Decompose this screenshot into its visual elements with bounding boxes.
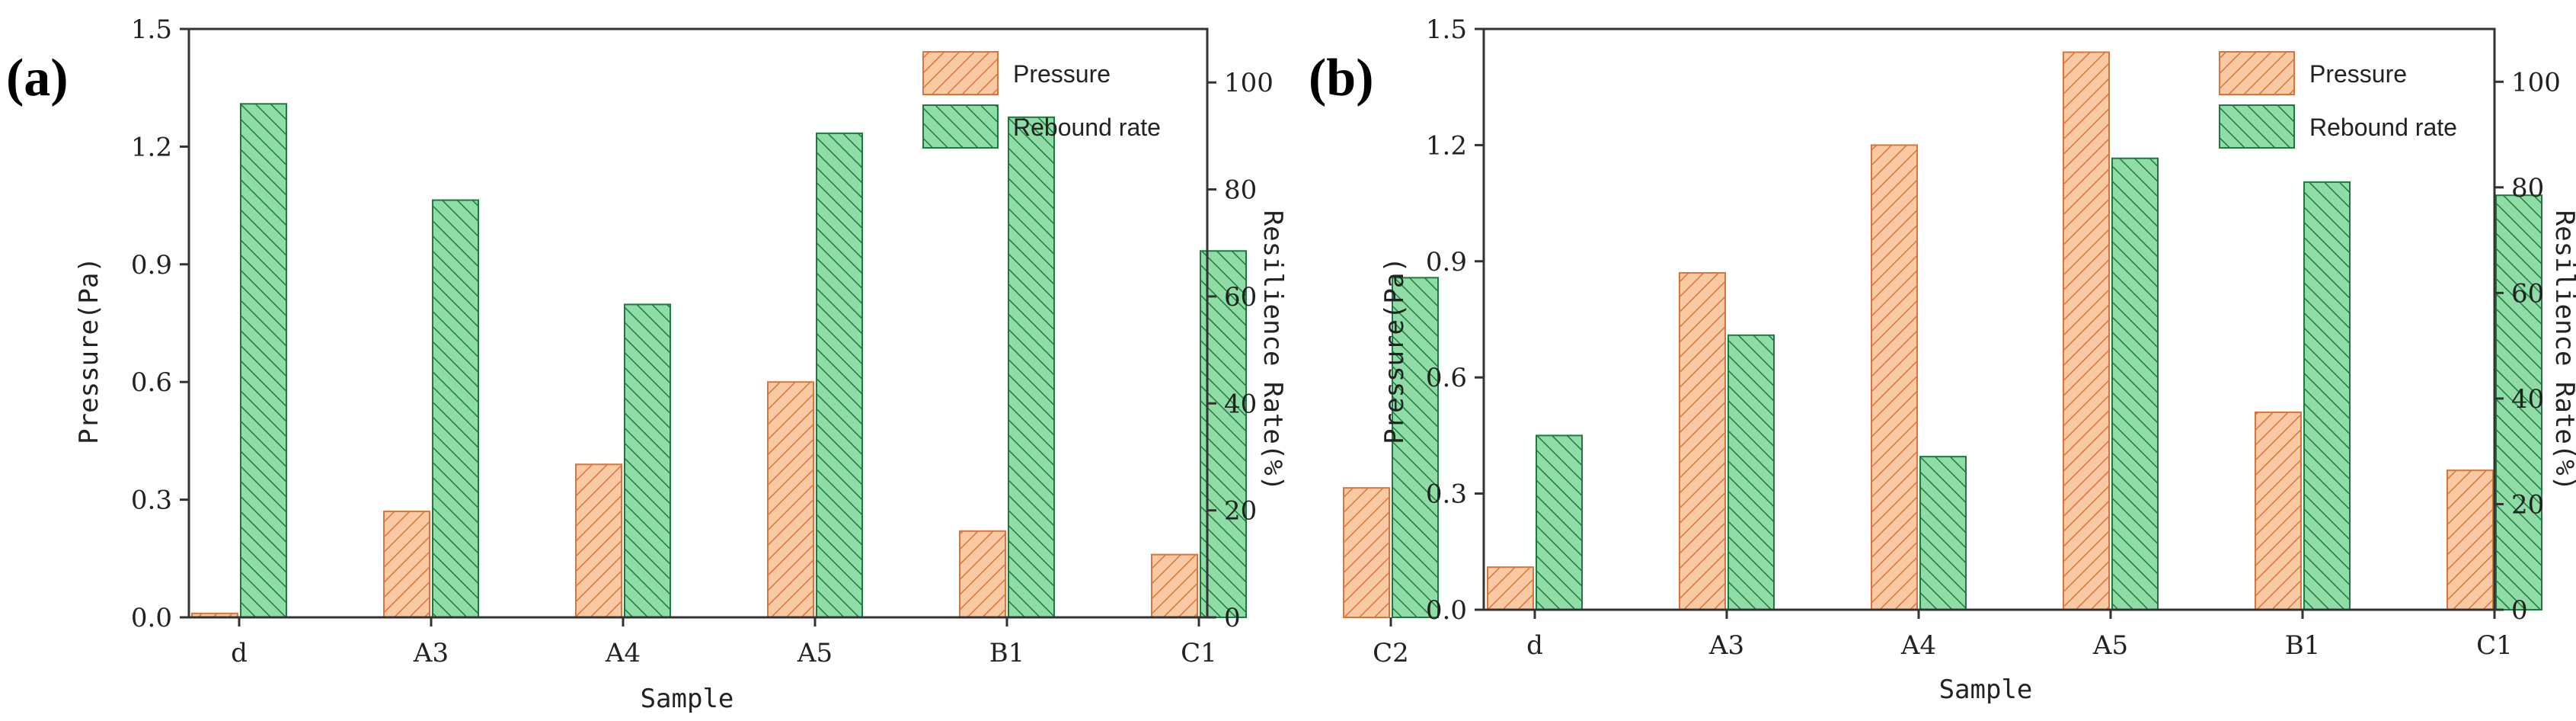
y2-axis-label-a: Resilience Rate(%) (1258, 210, 1288, 491)
y-tick-label: 0.9 (131, 250, 172, 280)
x-tick-label-d: d (1526, 630, 1543, 661)
bar-pressure-B1 (2255, 411, 2302, 610)
y-tick-label: 0.0 (1426, 595, 1467, 626)
x-tick-label-C1: C1 (1181, 638, 1217, 668)
x-tick-label-C2: C2 (1373, 638, 1409, 668)
y2-tick-label: 40 (1224, 389, 1257, 419)
panel-label-a: (a) (6, 49, 69, 107)
y-tick-label: 0.3 (1426, 479, 1467, 510)
x-tick-label-A4: A4 (1900, 630, 1936, 661)
y2-tick-label: 20 (2511, 489, 2544, 520)
legend-swatch-rebound-a (922, 104, 999, 149)
y2-tick-label: 80 (1224, 175, 1257, 206)
bar-pressure-B1 (959, 530, 1006, 618)
bar-rebound-A4 (624, 303, 671, 618)
y-tick-label: 1.5 (131, 14, 172, 45)
bar-rebound-A5 (816, 132, 863, 618)
x-tick-label-A3: A3 (413, 638, 449, 668)
bar-rebound-A3 (1727, 334, 1775, 610)
bar-rebound-C1 (2495, 194, 2542, 610)
legend-swatch-pressure-b (2219, 51, 2295, 95)
y-tick-label: 0.6 (131, 367, 172, 398)
bar-rebound-B1 (2303, 181, 2351, 610)
y-tick-label: 1.5 (1426, 14, 1467, 45)
legend-label-pressure-a: Pressure (1013, 60, 1111, 88)
bar-pressure-d (1487, 566, 1534, 610)
y2-tick-label: 0 (2511, 595, 2528, 626)
y2-tick-label: 40 (2511, 384, 2544, 415)
bar-rebound-B1 (1008, 116, 1055, 619)
y2-ticks-a: 0 20 40 60 80 100 (1207, 68, 1274, 633)
bar-rebound-d (1536, 434, 1583, 611)
bar-pressure-A5 (767, 381, 814, 618)
x-tick-label-C1: C1 (2476, 630, 2513, 661)
bar-pressure-A4 (575, 463, 622, 619)
legend-a: Pressure Rebound rate (922, 51, 1161, 149)
legend-label-rebound-b: Rebound rate (2309, 114, 2457, 141)
bar-pressure-A3 (1679, 272, 1726, 610)
y-ticks-a: 0.0 0.3 0.6 0.9 1.2 1.5 (131, 14, 189, 633)
y-tick-label: 1.2 (1426, 130, 1467, 161)
x-tick-label-B1: B1 (2285, 630, 2321, 661)
chart-b: (b) Pressure(Pa) Resilience Rate(%) Samp… (1309, 14, 2576, 705)
y2-tick-label: 80 (2511, 173, 2544, 203)
bar-rebound-C2 (1392, 277, 1439, 618)
x-axis-label-a: Sample (641, 684, 734, 714)
y-tick-label: 0.6 (1426, 363, 1467, 393)
y2-tick-label: 0 (1224, 603, 1241, 633)
x-axis-label-b: Sample (1939, 675, 2033, 705)
legend-b: Pressure Rebound rate (2219, 51, 2457, 149)
bar-pressure-A4 (1871, 144, 1918, 610)
bar-rebound-A5 (2111, 157, 2159, 610)
plot-frame-b (1482, 27, 2496, 611)
bar-rebound-d (240, 103, 287, 619)
panel-label-b: (b) (1309, 49, 1374, 107)
axes-b (1482, 27, 2496, 611)
bars-a (191, 103, 1439, 619)
x-tick-label-B1: B1 (989, 638, 1025, 668)
bar-pressure-C2 (1343, 487, 1390, 618)
y2-ticks-b: 0 20 40 60 80 100 (2495, 67, 2561, 626)
y-axis-label-a: Pressure(Pa) (74, 257, 104, 444)
bar-pressure-C1 (1151, 553, 1198, 618)
bar-rebound-A4 (1919, 456, 1967, 610)
y2-axis-label-b: Resilience Rate(%) (2549, 210, 2576, 491)
y-axis-label-b: Pressure(Pa) (1379, 257, 1410, 444)
x-tick-label-d: d (231, 638, 248, 668)
y-tick-label: 0.0 (131, 603, 172, 633)
bar-pressure-A5 (2063, 51, 2110, 611)
y2-tick-label: 60 (2511, 278, 2544, 309)
bar-pressure-C1 (2447, 469, 2494, 610)
bars-b (1487, 51, 2542, 611)
y2-tick-label: 100 (2511, 67, 2561, 98)
legend-label-rebound-a: Rebound rate (1013, 114, 1161, 141)
y-tick-label: 0.3 (131, 485, 172, 516)
x-tick-label-A4: A4 (605, 638, 641, 668)
y2-tick-label: 100 (1224, 68, 1274, 98)
x-tick-label-A3: A3 (1708, 630, 1744, 661)
y2-tick-label: 20 (1224, 496, 1257, 527)
chart-a: (a) Pressure(Pa) Resilience Rate(%) Samp… (6, 14, 1439, 714)
y-tick-label: 1.2 (131, 132, 172, 162)
x-tick-label-A5: A5 (797, 638, 833, 668)
plot-frame-a (187, 27, 1209, 619)
axes-a (187, 27, 1209, 619)
bar-pressure-A3 (383, 511, 430, 618)
x-ticks-a: d A3 A4 A5 B1 C1 C2 (231, 617, 1409, 668)
bar-rebound-A3 (432, 199, 479, 618)
x-tick-label-A5: A5 (2092, 630, 2128, 661)
y-tick-label: 0.9 (1426, 247, 1467, 277)
y-ticks-b: 0.0 0.3 0.6 0.9 1.2 1.5 (1426, 14, 1484, 626)
legend-swatch-pressure-a (922, 51, 999, 95)
legend-label-pressure-b: Pressure (2309, 60, 2407, 88)
y2-tick-label: 60 (1224, 282, 1257, 312)
legend-swatch-rebound-b (2219, 104, 2295, 149)
